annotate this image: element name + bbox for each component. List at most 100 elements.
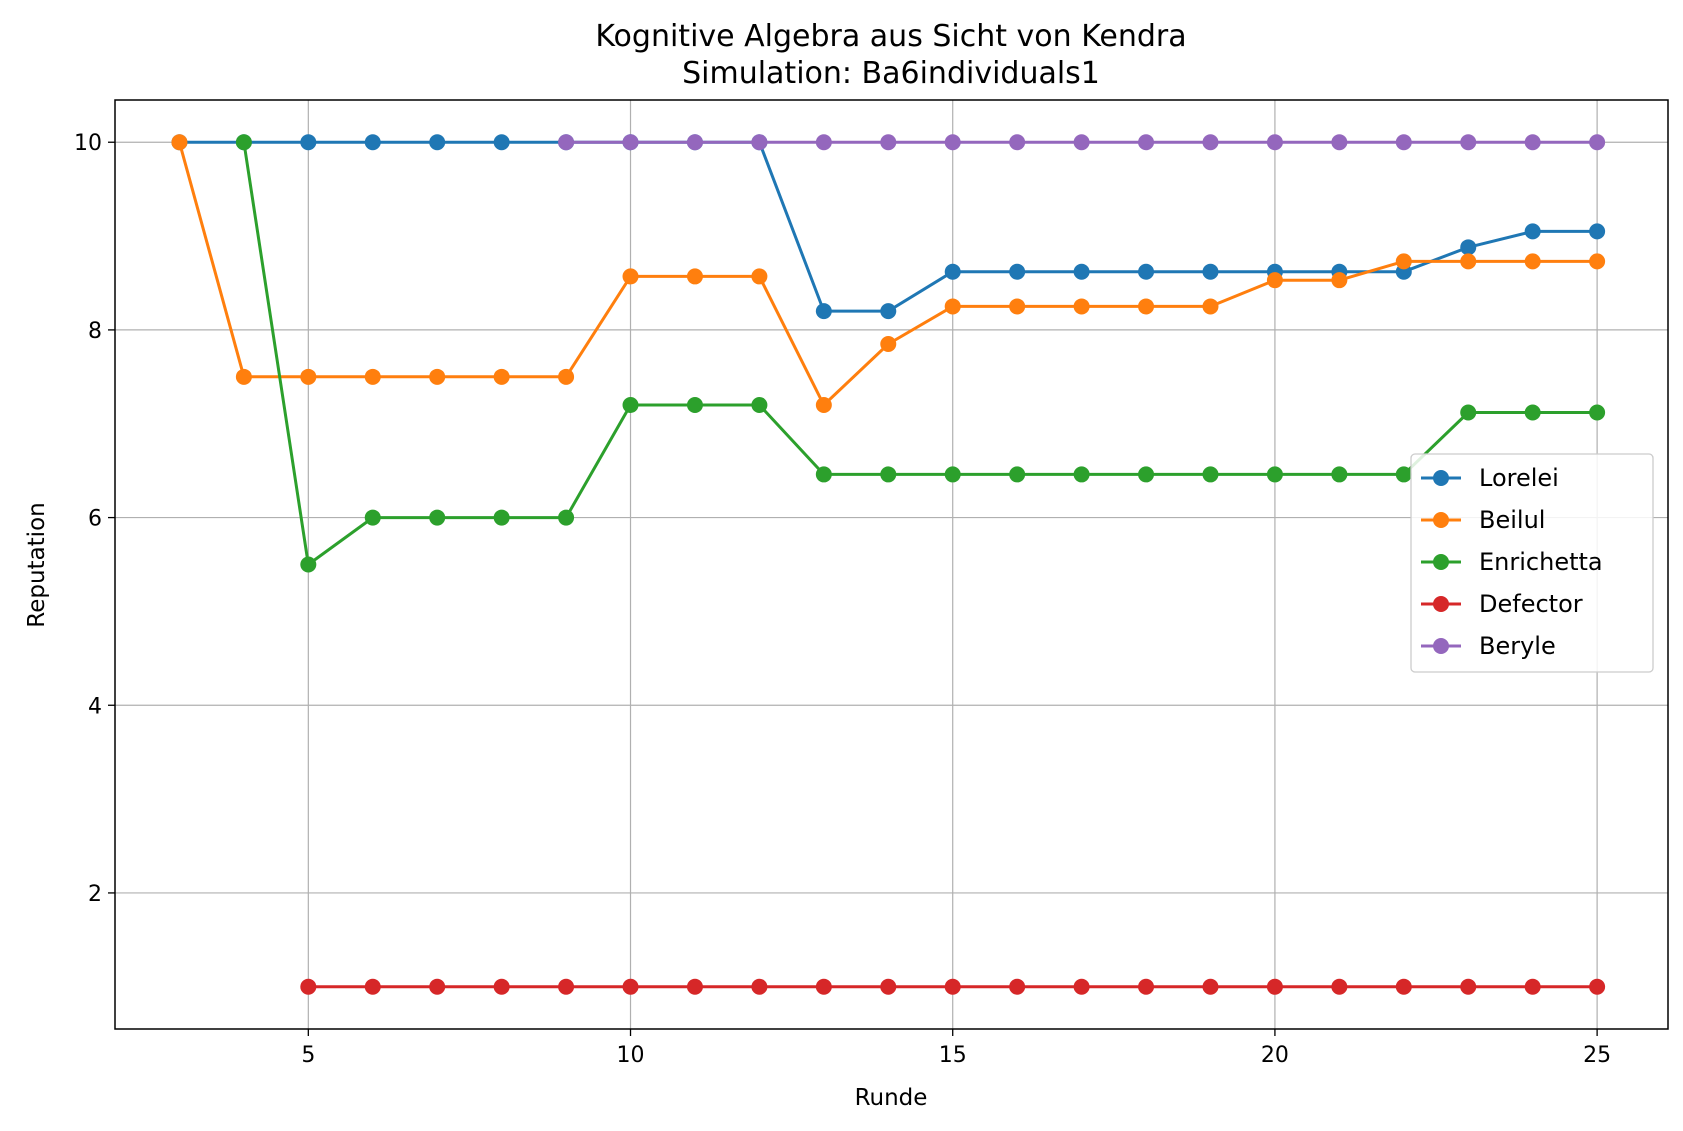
data-point-enrichetta <box>558 509 575 526</box>
x-tick-label: 10 <box>617 1043 645 1068</box>
legend: Lorelei Beilul Enrichetta Defector Beryle <box>1410 453 1654 673</box>
data-point-defector <box>493 978 510 995</box>
data-point-lorelei <box>1073 263 1090 280</box>
data-point-beryle <box>686 134 703 151</box>
data-point-beilul <box>1202 298 1219 315</box>
legend-swatch-marker <box>1433 512 1449 528</box>
data-point-beilul <box>364 368 381 385</box>
data-point-lorelei <box>944 263 961 280</box>
data-point-defector <box>880 978 897 995</box>
legend-item-lorelei: Lorelei <box>1421 464 1559 492</box>
data-point-beryle <box>622 134 639 151</box>
legend-box <box>1410 453 1654 673</box>
data-point-beilul <box>429 368 446 385</box>
y-tick-label: 6 <box>88 507 102 532</box>
data-point-enrichetta <box>429 509 446 526</box>
series-beilul <box>171 134 1606 413</box>
data-point-lorelei <box>815 303 832 320</box>
data-point-beilul <box>622 268 639 285</box>
data-point-beryle <box>1331 134 1348 151</box>
data-point-lorelei <box>429 134 446 151</box>
legend-swatch-marker <box>1433 470 1449 486</box>
data-point-enrichetta <box>1524 404 1541 421</box>
data-point-lorelei <box>1589 223 1606 240</box>
data-point-enrichetta <box>1009 466 1026 483</box>
data-point-enrichetta <box>1395 466 1412 483</box>
data-point-beryle <box>1009 134 1026 151</box>
data-point-defector <box>1331 978 1348 995</box>
legend-label: Beilul <box>1479 506 1545 534</box>
data-point-beryle <box>1524 134 1541 151</box>
data-point-defector <box>429 978 446 995</box>
data-point-enrichetta <box>235 134 252 151</box>
data-point-enrichetta <box>1073 466 1090 483</box>
data-point-enrichetta <box>686 396 703 413</box>
data-point-beilul <box>235 368 252 385</box>
legend-item-beilul: Beilul <box>1421 506 1545 534</box>
legend-label: Beryle <box>1479 632 1556 660</box>
data-point-defector <box>1524 978 1541 995</box>
data-point-beryle <box>558 134 575 151</box>
data-point-lorelei <box>364 134 381 151</box>
x-axis-label: Runde <box>855 1085 928 1111</box>
data-point-lorelei <box>1009 263 1026 280</box>
data-point-beryle <box>1266 134 1283 151</box>
data-point-enrichetta <box>300 556 317 573</box>
data-point-defector <box>815 978 832 995</box>
data-point-defector <box>558 978 575 995</box>
data-point-defector <box>1395 978 1412 995</box>
data-point-enrichetta <box>815 466 832 483</box>
data-point-defector <box>1073 978 1090 995</box>
data-point-beilul <box>880 335 897 352</box>
data-point-defector <box>1138 978 1155 995</box>
legend-item-enrichetta: Enrichetta <box>1421 548 1603 576</box>
data-point-beryle <box>1073 134 1090 151</box>
legend-label: Enrichetta <box>1479 548 1603 576</box>
data-point-defector <box>686 978 703 995</box>
legend-swatch-marker <box>1433 638 1449 654</box>
data-point-beilul <box>493 368 510 385</box>
data-point-defector <box>944 978 961 995</box>
data-point-enrichetta <box>1589 404 1606 421</box>
y-tick-label: 8 <box>88 319 102 344</box>
axis-ticks: 5 10 15 20 25 2 4 6 8 10 <box>74 131 1611 1068</box>
data-point-beilul <box>815 396 832 413</box>
data-point-beilul <box>300 368 317 385</box>
data-point-lorelei <box>1138 263 1155 280</box>
data-point-beilul <box>1138 298 1155 315</box>
data-point-enrichetta <box>1266 466 1283 483</box>
data-point-beilul <box>1460 253 1477 270</box>
data-point-enrichetta <box>944 466 961 483</box>
data-point-defector <box>1589 978 1606 995</box>
data-point-lorelei <box>1202 263 1219 280</box>
y-axis-label: Reputation <box>24 502 50 627</box>
legend-swatch-marker <box>1433 596 1449 612</box>
data-point-defector <box>622 978 639 995</box>
data-point-enrichetta <box>1138 466 1155 483</box>
data-point-beilul <box>1589 253 1606 270</box>
series-defector <box>300 978 1606 995</box>
x-tick-label: 25 <box>1583 1043 1611 1068</box>
data-point-beryle <box>1589 134 1606 151</box>
x-tick-label: 5 <box>301 1043 315 1068</box>
data-point-defector <box>1266 978 1283 995</box>
data-point-defector <box>1009 978 1026 995</box>
data-point-enrichetta <box>364 509 381 526</box>
data-point-enrichetta <box>880 466 897 483</box>
chart-subtitle: Simulation: Ba6individuals1 <box>682 56 1100 91</box>
data-point-enrichetta <box>1202 466 1219 483</box>
data-point-beilul <box>1331 272 1348 289</box>
chart-title: Kognitive Algebra aus Sicht von Kendra <box>595 19 1186 54</box>
legend-swatch-marker <box>1433 554 1449 570</box>
data-point-beryle <box>1460 134 1477 151</box>
data-point-beryle <box>751 134 768 151</box>
data-point-beryle <box>815 134 832 151</box>
data-point-beryle <box>944 134 961 151</box>
series-group <box>171 134 1606 995</box>
data-point-enrichetta <box>622 396 639 413</box>
data-point-beryle <box>880 134 897 151</box>
data-point-beilul <box>171 134 188 151</box>
legend-item-beryle: Beryle <box>1421 632 1556 660</box>
